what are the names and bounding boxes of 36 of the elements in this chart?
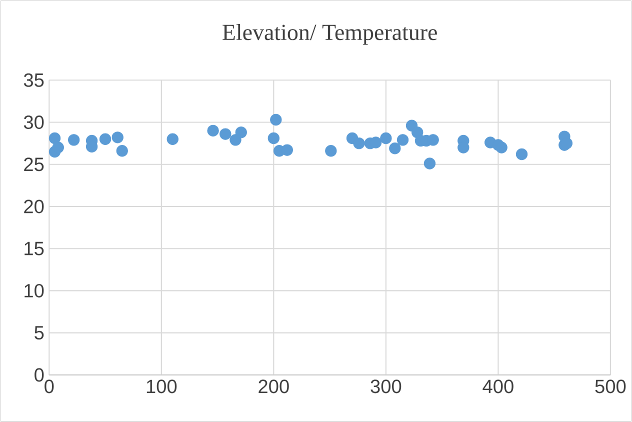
- point: [424, 158, 436, 170]
- x-tick-label: 200: [258, 380, 289, 394]
- point: [516, 148, 528, 160]
- y-tick-label: 20: [24, 200, 44, 214]
- point: [235, 126, 247, 138]
- point: [48, 132, 61, 144]
- point: [166, 133, 178, 145]
- point: [270, 114, 282, 126]
- point: [99, 133, 112, 145]
- y-tick-label: 15: [24, 242, 44, 256]
- point: [380, 132, 392, 144]
- x-tick-label: 300: [370, 380, 402, 394]
- x-tick-label: 500: [595, 380, 626, 394]
- point: [389, 142, 401, 154]
- x-tick-label: 100: [146, 380, 177, 394]
- x-tick-label: 400: [482, 380, 514, 394]
- y-tick-label: 35: [24, 73, 44, 87]
- point: [220, 128, 232, 140]
- point: [207, 124, 219, 136]
- point: [325, 144, 337, 157]
- point: [112, 131, 124, 144]
- point: [281, 144, 293, 156]
- point: [396, 134, 409, 146]
- point: [68, 134, 80, 146]
- point: [268, 132, 280, 144]
- point: [116, 144, 128, 157]
- y-tick-label: 5: [34, 326, 44, 340]
- x-tick-label: 0: [44, 380, 54, 394]
- y-tick-label: 25: [24, 158, 44, 172]
- point: [496, 142, 508, 154]
- y-tick-label: 10: [24, 284, 44, 298]
- y-tick-label: 30: [24, 115, 44, 129]
- chart-title: Elevation/ Temperature: [222, 24, 437, 45]
- point: [353, 137, 365, 150]
- point: [52, 142, 64, 154]
- y-tick-label: 0: [34, 368, 44, 382]
